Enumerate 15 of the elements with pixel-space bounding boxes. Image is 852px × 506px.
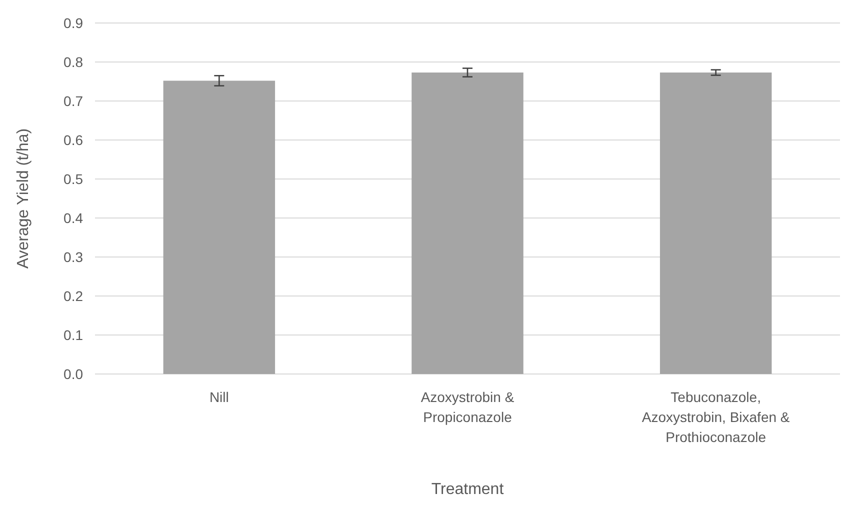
x-tick-label: Azoxystrobin & Propiconazole <box>420 389 515 425</box>
x-tick-label: Tebuconazole, Azoxystrobin, Bixafen & Prothioconazole <box>642 389 790 445</box>
y-tick-label: 0.4 <box>64 210 84 226</box>
x-tick-label: Nill <box>209 389 229 405</box>
y-tick-label: 0.2 <box>64 288 84 304</box>
y-tick-label: 0.0 <box>64 366 84 382</box>
y-tick-label: 0.6 <box>64 132 84 148</box>
x-axis-title: Treatment <box>431 481 504 498</box>
y-axis-title: Average Yield (t/ha) <box>15 128 32 269</box>
y-tick-label: 0.5 <box>64 170 84 187</box>
y-tick-label: 0.9 <box>64 14 84 31</box>
y-tick-label: 0.3 <box>64 248 84 265</box>
y-tick-label: 0.1 <box>64 326 84 343</box>
y-tick-label: 0.8 <box>64 54 84 70</box>
y-tick-label: 0.7 <box>64 92 84 109</box>
